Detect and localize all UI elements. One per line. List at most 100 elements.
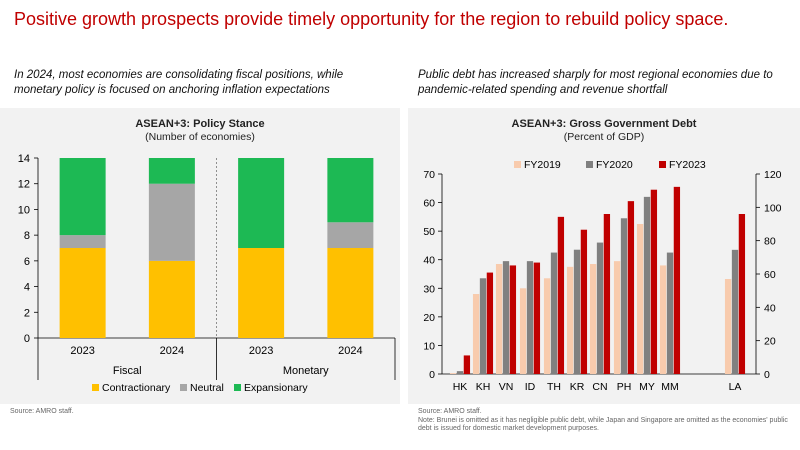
bar-fy2019 — [449, 373, 457, 374]
left-y-tick-label: 30 — [423, 283, 435, 295]
bar-fy2023 — [463, 355, 471, 374]
bar-fy2020 — [479, 278, 487, 374]
bar-fy2020 — [526, 261, 534, 374]
bar-fy2019 — [636, 224, 644, 374]
headline: Positive growth prospects provide timely… — [14, 9, 729, 29]
bar-expansionary — [327, 158, 374, 223]
right-source-block: Source: AMRO staff. Note: Brunei is omit… — [418, 408, 793, 434]
bar-fy2019 — [589, 264, 597, 374]
legend-swatch — [92, 384, 99, 391]
bar-fy2023 — [603, 214, 611, 374]
y-tick-label: 0 — [24, 333, 30, 345]
left-subtitle: In 2024, most economies are consolidatin… — [14, 69, 344, 96]
policy-stance-chart: 0 2 4 6 8 10 12 14 2023 2024 2023 2024 Fiscal Monetar… — [18, 153, 396, 394]
left-y-tick-label: 0 — [429, 369, 435, 381]
legend-label: Expansionary — [244, 382, 308, 394]
bar-fy2019 — [543, 278, 551, 374]
x-tick-label: CN — [592, 381, 607, 393]
y-tick-label: 10 — [18, 204, 30, 216]
bar-fy2020 — [731, 249, 739, 374]
x-tick-label: 2024 — [160, 345, 184, 357]
right-note: Note: Brunei is omitted as it has neglig… — [418, 416, 788, 433]
bar-contractionary — [327, 248, 374, 338]
bar-fy2020 — [456, 371, 464, 374]
bar-fy2023 — [486, 272, 494, 374]
legend-swatch — [659, 161, 666, 168]
x-tick-label: TH — [547, 381, 561, 393]
bar-fy2019 — [472, 294, 480, 374]
bar-fy2020 — [666, 252, 674, 374]
legend-swatch — [234, 384, 241, 391]
group-label: Monetary — [283, 365, 329, 377]
bar-neutral — [327, 222, 374, 248]
x-tick-label: MY — [639, 381, 655, 393]
policy-stance-subtitle: (Number of economies) — [145, 131, 255, 143]
y-tick-label: 4 — [24, 282, 30, 294]
bar-fy2020 — [550, 252, 558, 374]
right-y-tick-label: 0 — [764, 369, 770, 381]
bar-contractionary — [148, 260, 195, 338]
group-label: Fiscal — [113, 365, 142, 377]
bar-fy2019 — [613, 261, 621, 374]
x-tick-label: ID — [525, 381, 536, 393]
bar-fy2023 — [738, 214, 746, 374]
left-y-tick-label: 10 — [423, 340, 435, 352]
x-tick-label: 2023 — [70, 345, 94, 357]
bar-neutral — [148, 183, 195, 261]
debt-title: ASEAN+3: Gross Government Debt — [511, 118, 697, 130]
y-tick-label: 6 — [24, 256, 30, 268]
bar-fy2023 — [627, 201, 635, 374]
left-y-tick-label: 20 — [423, 312, 435, 324]
right-y-tick-label: 20 — [764, 336, 776, 348]
left-y-tick-label: 70 — [423, 169, 435, 181]
left-y-tick-label: 40 — [423, 255, 435, 267]
bar-fy2023 — [650, 189, 658, 374]
right-source: Source: AMRO staff. — [418, 408, 482, 415]
bar-fy2019 — [659, 265, 667, 374]
x-tick-label: 2024 — [338, 345, 362, 357]
bar-fy2020 — [643, 196, 651, 374]
y-tick-label: 8 — [24, 230, 30, 242]
x-tick-label: PH — [617, 381, 632, 393]
bar-fy2023 — [580, 229, 588, 374]
bar-fy2020 — [502, 261, 510, 374]
bar-fy2019 — [519, 288, 527, 374]
y-tick-label: 12 — [18, 179, 30, 191]
legend-swatch — [514, 161, 521, 168]
x-tick-label: HK — [453, 381, 468, 393]
bar-fy2019 — [495, 264, 503, 374]
y-tick-label: 2 — [24, 307, 30, 319]
right-y-tick-label: 80 — [764, 236, 776, 248]
x-tick-label: MM — [661, 381, 679, 393]
bar-expansionary — [238, 158, 285, 248]
bar-fy2020 — [596, 242, 604, 374]
x-tick-label: VN — [499, 381, 514, 393]
bar-fy2023 — [673, 186, 681, 374]
bar-expansionary — [59, 158, 106, 236]
legend-label: FY2023 — [669, 159, 706, 171]
bar-fy2019 — [724, 279, 732, 374]
right-y-tick-label: 40 — [764, 302, 776, 314]
legend-label: FY2019 — [524, 159, 561, 171]
policy-stance-title: ASEAN+3: Policy Stance — [135, 118, 265, 130]
bar-fy2023 — [509, 265, 517, 374]
legend-label: Contractionary — [102, 382, 171, 394]
legend-swatch — [586, 161, 593, 168]
bar-contractionary — [59, 248, 106, 338]
bar-fy2023 — [533, 262, 541, 374]
x-tick-label: LA — [729, 381, 742, 393]
right-y-tick-label: 100 — [764, 202, 782, 214]
x-tick-label: KH — [476, 381, 491, 393]
legend-label: FY2020 — [596, 159, 633, 171]
bar-contractionary — [238, 248, 285, 338]
debt-chart: 0 10 20 30 40 50 60 70 0 20 40 60 80 100 120 HK KH VN ID TH… — [423, 159, 782, 393]
bar-fy2020 — [620, 218, 628, 374]
bar-expansionary — [148, 158, 195, 184]
legend-swatch — [180, 384, 187, 391]
left-source: Source: AMRO staff. — [10, 408, 74, 415]
bar-fy2020 — [573, 249, 581, 374]
policy-stance-panel: ASEAN+3: Policy Stance (Number of econom… — [0, 108, 400, 404]
x-tick-label: KR — [570, 381, 585, 393]
debt-subtitle: (Percent of GDP) — [563, 131, 645, 143]
left-y-tick-label: 60 — [423, 198, 435, 210]
